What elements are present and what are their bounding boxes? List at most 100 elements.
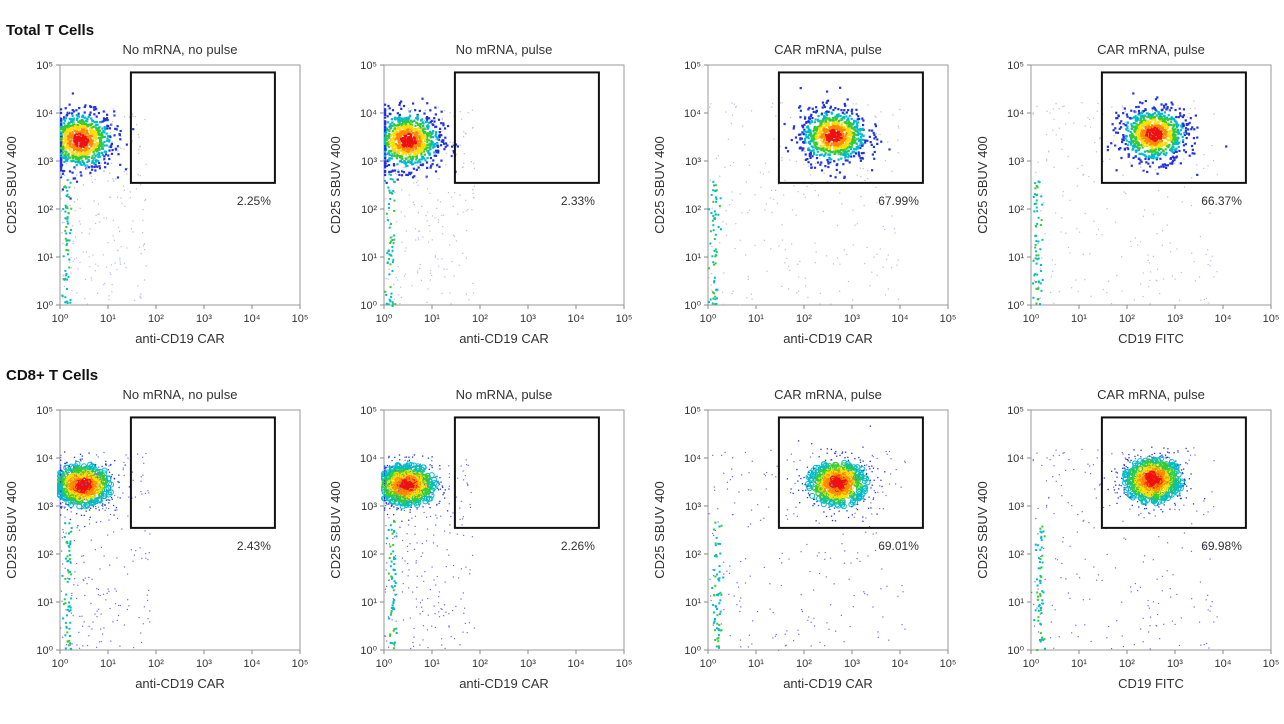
event-dot: [394, 137, 397, 141]
event-dot: [1120, 156, 1123, 160]
event-dot: [405, 145, 408, 148]
event-dot: [747, 212, 749, 214]
event-dot: [853, 147, 856, 150]
event-dot: [403, 275, 406, 277]
event-dot: [1158, 147, 1161, 150]
event-dot: [1178, 141, 1181, 144]
gate-rectangle: [777, 71, 924, 184]
event-dot: [403, 128, 406, 131]
event-dot: [459, 194, 461, 196]
event-dot: [74, 210, 76, 212]
event-dot: [98, 140, 102, 144]
event-dot: [713, 303, 716, 306]
event-dot: [1174, 162, 1176, 164]
event-dot: [1156, 232, 1158, 235]
event-dot: [1161, 108, 1164, 111]
event-dot: [453, 275, 455, 277]
event-dot: [1034, 280, 1037, 283]
event-dot: [1032, 112, 1034, 114]
event-dot: [75, 152, 78, 155]
event-dot: [1168, 135, 1171, 138]
event-dot: [71, 153, 74, 156]
event-dot: [802, 132, 805, 136]
event-dot: [845, 111, 848, 114]
event-dot: [389, 242, 392, 245]
event-dot: [97, 111, 101, 115]
event-dot: [402, 149, 405, 152]
event-dot: [429, 269, 432, 272]
event-dot: [431, 135, 434, 139]
event-dot: [91, 132, 95, 135]
event-dot: [430, 140, 433, 143]
event-dot: [419, 138, 422, 141]
event-dot: [823, 139, 826, 142]
event-dot: [84, 145, 87, 148]
event-dot: [417, 184, 419, 186]
event-dot: [394, 191, 396, 194]
event-dot: [132, 220, 134, 222]
event-dot: [101, 145, 104, 148]
event-dot: [822, 135, 825, 138]
event-dot: [1174, 108, 1177, 112]
event-dot: [1155, 109, 1158, 113]
event-dot: [1076, 227, 1078, 230]
event-dot: [417, 166, 420, 169]
event-dot: [432, 130, 435, 133]
event-dot: [1034, 224, 1037, 227]
event-dot: [1170, 120, 1173, 123]
event-dot: [102, 110, 105, 113]
event-dot: [731, 199, 733, 201]
event-dot: [1156, 133, 1159, 136]
event-dot: [431, 274, 433, 277]
event-dot: [891, 266, 893, 269]
event-dot: [1166, 133, 1169, 136]
event-dot: [100, 162, 102, 164]
event-dot: [104, 127, 107, 130]
event-dot: [139, 146, 141, 148]
event-dot: [848, 161, 851, 164]
event-dot: [407, 160, 410, 164]
event-dot: [1157, 111, 1160, 114]
event-dot: [855, 133, 858, 136]
event-dot: [843, 109, 846, 112]
event-dot: [419, 128, 422, 131]
event-dot: [80, 156, 83, 159]
event-dot: [708, 267, 710, 270]
event-dot: [402, 169, 404, 171]
event-dot: [824, 111, 827, 115]
event-dot: [1143, 123, 1146, 126]
event-dot: [388, 140, 391, 143]
event-dot: [444, 136, 447, 139]
event-dot: [124, 205, 126, 208]
event-dot: [847, 156, 850, 159]
event-dot: [1121, 105, 1123, 107]
event-dot: [846, 137, 849, 141]
event-dot: [1171, 144, 1174, 147]
event-dot: [1162, 118, 1165, 121]
event-dot: [60, 144, 63, 147]
event-dot: [1159, 112, 1162, 115]
event-dot: [1172, 123, 1175, 126]
event-dot: [1164, 123, 1167, 126]
event-dot: [390, 153, 393, 156]
event-dot: [1142, 153, 1145, 156]
event-dot: [790, 139, 793, 142]
event-dot: [854, 152, 858, 155]
event-dot: [834, 122, 837, 126]
event-dot: [1190, 144, 1194, 148]
event-dot: [388, 141, 391, 144]
event-dot: [92, 506, 95, 508]
event-dot: [1095, 151, 1097, 153]
event-dot: [1160, 140, 1163, 144]
event-dot: [818, 136, 821, 139]
event-dot: [1163, 163, 1166, 166]
event-dot: [1172, 156, 1176, 159]
event-dot: [801, 149, 804, 152]
event-dot: [1110, 142, 1113, 145]
event-dot: [65, 239, 68, 242]
event-dot: [860, 144, 864, 147]
event-dot: [389, 263, 392, 266]
event-dot: [710, 103, 712, 105]
event-dot: [830, 132, 834, 135]
